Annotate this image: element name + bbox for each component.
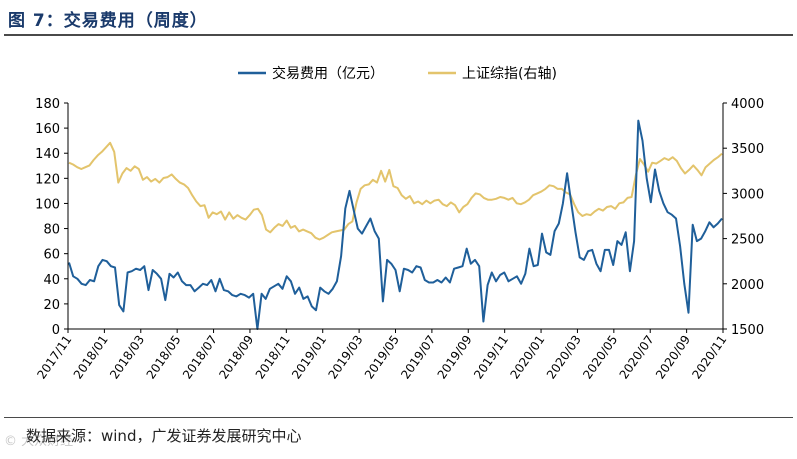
x-tick-label: 2018/01	[71, 333, 111, 382]
index-series-line	[68, 141, 723, 241]
legend: 交易费用（亿元） 上证综指(右轴)	[238, 65, 557, 82]
left-tick-label: 40	[43, 273, 60, 288]
x-tick-label: 2020/09	[653, 333, 693, 382]
x-tick-label: 2020/05	[580, 333, 620, 382]
right-tick-label: 3500	[731, 142, 764, 157]
right-tick-label: 1500	[731, 323, 764, 338]
x-tick-label: 2019/09	[435, 333, 475, 382]
right-tick-label: 3000	[731, 187, 764, 202]
x-tick-label: 2019/01	[289, 333, 329, 382]
x-tick-label: 2018/03	[107, 333, 147, 382]
x-tick-label: 2019/03	[326, 333, 366, 382]
right-tick-label: 2000	[731, 278, 764, 293]
x-tick-label: 2018/07	[180, 333, 220, 382]
series-layer	[68, 119, 723, 330]
legend-label-index: 上证综指(右轴)	[462, 66, 557, 82]
right-tick-label: 4000	[731, 97, 764, 112]
left-tick-label: 180	[35, 97, 60, 112]
x-tick-label: 2018/09	[216, 333, 256, 382]
x-tick-label: 2020/11	[689, 333, 729, 382]
x-tick-label: 2017/11	[34, 333, 74, 382]
left-tick-label: 160	[35, 122, 60, 137]
fee-series-line	[68, 119, 723, 330]
x-tick-label: 2020/03	[544, 333, 584, 382]
x-tick-label: 2019/07	[398, 333, 438, 382]
x-tick-label: 2020/01	[507, 333, 547, 382]
left-tick-label: 140	[35, 147, 60, 162]
left-tick-label: 80	[43, 223, 60, 238]
figure-title: 图 7：交易费用（周度）	[8, 11, 208, 31]
x-tick-label: 2019/11	[471, 333, 511, 382]
x-tick-label: 2018/05	[144, 333, 184, 382]
left-tick-label: 20	[43, 298, 60, 313]
chart: 0 20 40 60 80 100 120 140 160 180 1500 2000 2500 3000…	[34, 65, 764, 382]
left-tick-label: 100	[35, 197, 60, 212]
left-tick-label: 0	[52, 323, 60, 338]
legend-label-fee: 交易费用（亿元）	[272, 65, 384, 82]
right-tick-label: 2500	[731, 233, 764, 248]
source-note: 数据来源：wind，广发证券发展研究中心	[26, 427, 302, 445]
x-tick-label: 2020/07	[617, 333, 657, 382]
x-tick-label: 2018/11	[253, 333, 293, 382]
title-rule	[4, 34, 793, 36]
x-tick-label: 2019/05	[362, 333, 402, 382]
watermark-text: © 大众财经	[4, 434, 74, 449]
left-tick-label: 60	[43, 248, 60, 263]
source-rule	[4, 417, 793, 418]
left-tick-label: 120	[35, 172, 60, 187]
axes: 0 20 40 60 80 100 120 140 160 180 1500 2000 2500 3000…	[34, 97, 764, 382]
